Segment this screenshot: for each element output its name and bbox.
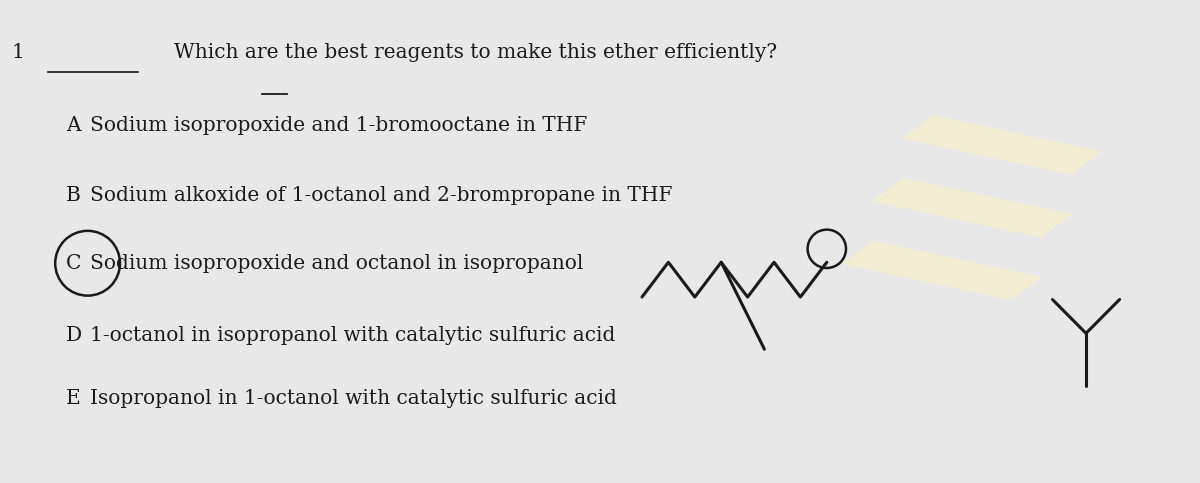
- Text: Sodium isopropoxide and 1-bromooctane in THF: Sodium isopropoxide and 1-bromooctane in…: [90, 116, 587, 135]
- Text: Sodium alkoxide of 1-octanol and 2-brompropane in THF: Sodium alkoxide of 1-octanol and 2-bromp…: [90, 186, 672, 205]
- Text: Sodium isopropoxide and octanol in isopropanol: Sodium isopropoxide and octanol in isopr…: [90, 254, 583, 273]
- Text: 1: 1: [12, 43, 25, 62]
- Text: A: A: [66, 116, 80, 135]
- Polygon shape: [901, 115, 1103, 175]
- Polygon shape: [841, 241, 1043, 300]
- Text: E: E: [66, 389, 80, 408]
- Text: 1-octanol in isopropanol with catalytic sulfuric acid: 1-octanol in isopropanol with catalytic …: [90, 326, 616, 345]
- Text: Which are the best reagents to make this ether efficiently?: Which are the best reagents to make this…: [174, 43, 778, 62]
- Text: Isopropanol in 1-octanol with catalytic sulfuric acid: Isopropanol in 1-octanol with catalytic …: [90, 389, 617, 408]
- Polygon shape: [871, 178, 1073, 238]
- Text: C: C: [66, 254, 82, 273]
- Text: D: D: [66, 326, 82, 345]
- Text: B: B: [66, 186, 80, 205]
